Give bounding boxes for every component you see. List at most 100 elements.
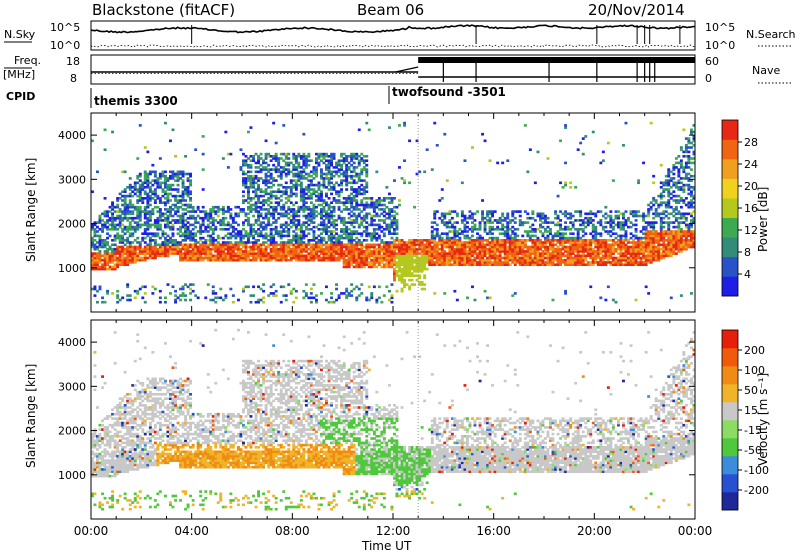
power-cell [504, 217, 507, 220]
power-cell [277, 168, 280, 171]
power-cell [406, 263, 409, 266]
power-cell [622, 263, 625, 266]
power-cell [360, 244, 363, 247]
power-cell [156, 224, 159, 227]
power-cell [363, 246, 366, 249]
power-cell [534, 235, 537, 238]
power-cell [204, 210, 207, 213]
power-cell [302, 204, 305, 207]
power-cell [197, 215, 200, 218]
power-cell [413, 206, 416, 209]
power-cell [154, 239, 157, 242]
power-cell [126, 283, 129, 286]
power-cell [496, 255, 499, 258]
power-cell [242, 224, 245, 227]
power-cell [501, 261, 504, 264]
power-cell [350, 219, 353, 222]
power-cell [224, 228, 227, 231]
power-cell [126, 237, 129, 240]
power-cell [106, 226, 109, 229]
power-cell [242, 228, 245, 231]
power-cell [594, 213, 597, 216]
power-cell [260, 221, 263, 224]
power-cell [396, 252, 399, 255]
power-cell [151, 190, 154, 193]
power-cell [144, 292, 147, 295]
power-cell [134, 217, 137, 220]
power-cell [345, 294, 348, 297]
power-cell [255, 182, 258, 185]
power-cell [592, 263, 595, 266]
power-cell [164, 301, 167, 304]
power-cell [109, 228, 112, 231]
power-cell [564, 124, 567, 127]
power-cell [247, 206, 250, 209]
power-cell [612, 257, 615, 260]
power-cell [189, 173, 192, 176]
power-cell [292, 288, 295, 291]
power-cell [544, 237, 547, 240]
power-cell [350, 290, 353, 293]
power-cell [134, 206, 137, 209]
power-cell [260, 244, 263, 247]
power-cell [564, 226, 567, 229]
power-cell [474, 257, 477, 260]
power-cell [212, 286, 215, 289]
power-cell [224, 217, 227, 220]
power-cell [282, 153, 285, 156]
power-cell [290, 208, 293, 211]
power-cell [534, 263, 537, 266]
power-cell [526, 221, 529, 224]
power-cell [378, 297, 381, 300]
power-cell [539, 224, 542, 227]
power-cell [270, 168, 273, 171]
power-cell [182, 232, 185, 235]
power-cell [229, 224, 232, 227]
power-cell [260, 213, 263, 216]
power-cell [391, 224, 394, 227]
power-cell [579, 244, 582, 247]
power-cell [106, 241, 109, 244]
power-cell [189, 299, 192, 302]
power-cell [625, 263, 628, 266]
power-cell [625, 224, 628, 227]
power-cell [282, 244, 285, 247]
power-cell [350, 263, 353, 266]
power-cell [602, 255, 605, 258]
power-cell [365, 244, 368, 247]
power-cell [305, 173, 308, 176]
power-cell [368, 197, 371, 200]
power-cell [466, 235, 469, 238]
power-cell [187, 186, 190, 189]
power-cell [594, 226, 597, 229]
power-cell [313, 188, 316, 191]
power-cell [564, 237, 567, 240]
power-cell [428, 244, 431, 247]
power-cell [469, 244, 472, 247]
power-cell [481, 210, 484, 213]
power-cell [564, 182, 567, 185]
power-cell [202, 188, 205, 191]
power-cell [295, 244, 298, 247]
power-cell [499, 232, 502, 235]
power-cell [156, 244, 159, 247]
power-cell [305, 193, 308, 196]
power-cell [295, 155, 298, 158]
power-cell [96, 226, 99, 229]
cpid-label: CPID [6, 90, 35, 103]
power-cell [333, 197, 336, 200]
power-cell [162, 213, 165, 216]
power-cell [302, 255, 305, 258]
power-cell [423, 239, 426, 242]
power-cell [438, 248, 441, 251]
power-cell [547, 157, 550, 160]
power-cell [159, 208, 162, 211]
power-cell [474, 213, 477, 216]
power-cell [187, 204, 190, 207]
power-cell [456, 230, 459, 233]
power-cell [514, 244, 517, 247]
power-cell [260, 288, 263, 291]
power-cell [363, 239, 366, 242]
power-cell [604, 263, 607, 266]
power-cell [126, 246, 129, 249]
